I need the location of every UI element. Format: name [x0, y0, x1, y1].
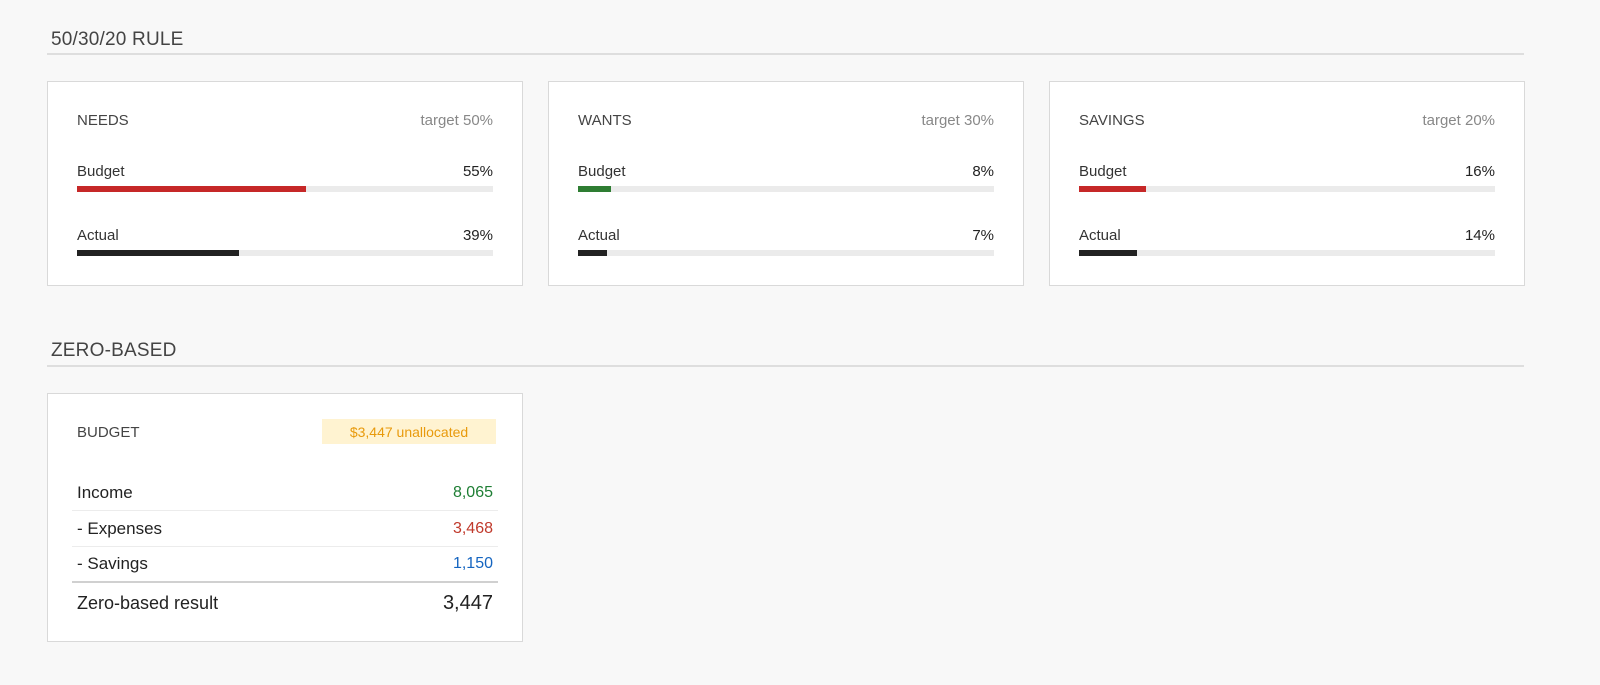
- budget-label: Budget: [77, 163, 125, 180]
- row-label: - Savings: [77, 554, 148, 573]
- zero-based-result-row: Zero-based result 3,447: [72, 585, 498, 621]
- actual-progress-bar: [1079, 250, 1495, 256]
- actual-label: Actual: [77, 227, 119, 244]
- rule-card-savings: SAVINGS target 20% Budget 16% Actual 14%: [1049, 81, 1525, 286]
- actual-label: Actual: [1079, 227, 1121, 244]
- budget-progress-fill: [77, 186, 306, 192]
- actual-progress-fill: [578, 250, 608, 256]
- rule-card-needs: NEEDS target 50% Budget 55% Actual 39%: [47, 81, 523, 286]
- section-divider: [47, 53, 1524, 55]
- budget-progress-bar: [77, 186, 493, 192]
- budget-row: Budget 16%: [1079, 163, 1495, 192]
- budget-label: Budget: [1079, 163, 1127, 180]
- budget-row-savings: - Savings 1,150: [72, 547, 498, 583]
- actual-progress-bar: [77, 250, 493, 256]
- actual-percent: 14%: [1464, 227, 1495, 244]
- actual-percent: 39%: [462, 227, 493, 244]
- budget-progress-bar: [578, 186, 994, 192]
- budget-row: Budget 8%: [578, 163, 994, 192]
- row-label: Zero-based result: [77, 592, 219, 613]
- actual-percent: 7%: [972, 227, 994, 244]
- actual-label: Actual: [578, 227, 620, 244]
- actual-progress-fill: [77, 250, 240, 256]
- row-value: 1,150: [452, 555, 493, 572]
- card-target: target 50%: [420, 112, 493, 129]
- rule-card-wants: WANTS target 30% Budget 8% Actual 7%: [548, 81, 1024, 286]
- budget-progress-bar: [1079, 186, 1495, 192]
- row-label: - Expenses: [77, 518, 163, 538]
- budget-progress-fill: [1079, 186, 1146, 192]
- unallocated-badge: $3,447 unallocated: [322, 419, 496, 444]
- budget-percent: 16%: [1464, 163, 1495, 180]
- row-label: Income: [77, 482, 133, 502]
- budget-row-expenses: - Expenses 3,468: [72, 511, 498, 547]
- card-title: SAVINGS: [1079, 112, 1145, 129]
- card-title: WANTS: [578, 112, 632, 129]
- budget-percent: 55%: [462, 163, 493, 180]
- row-value: 3,447: [442, 591, 493, 614]
- zero-based-card: BUDGET $3,447 unallocated Income 8,065 - E…: [47, 393, 523, 642]
- row-value: 8,065: [452, 483, 493, 501]
- card-title: BUDGET: [77, 424, 140, 441]
- actual-progress-bar: [578, 250, 994, 256]
- budget-row-income: Income 8,065: [72, 475, 498, 511]
- section-title-zero-based: ZERO-BASED: [51, 340, 177, 361]
- budget-percent: 8%: [972, 163, 994, 180]
- actual-row: Actual 7%: [578, 227, 994, 256]
- actual-row: Actual 14%: [1079, 227, 1495, 256]
- section-title-rule: 50/30/20 RULE: [51, 29, 184, 50]
- actual-row: Actual 39%: [77, 227, 493, 256]
- budget-progress-fill: [578, 186, 612, 192]
- card-target: target 20%: [1422, 112, 1495, 129]
- budget-row: Budget 55%: [77, 163, 493, 192]
- section-divider: [47, 365, 1524, 367]
- card-title: NEEDS: [77, 112, 129, 129]
- actual-progress-fill: [1079, 250, 1138, 256]
- card-target: target 30%: [921, 112, 994, 129]
- budget-label: Budget: [578, 163, 626, 180]
- row-value: 3,468: [452, 519, 493, 537]
